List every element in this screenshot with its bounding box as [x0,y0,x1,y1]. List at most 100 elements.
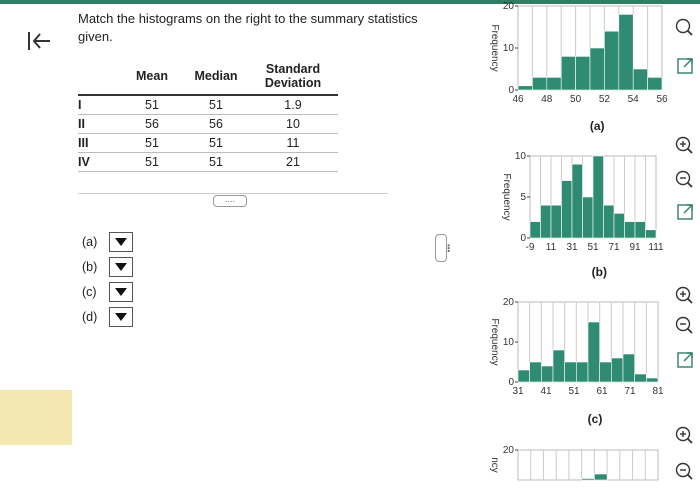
answer-label: (b) [82,260,98,274]
zoom-icon[interactable] [675,18,693,36]
x-tick-label: 71 [608,242,620,253]
y-tick-label: 0 [508,85,514,96]
x-tick-label: 81 [652,386,664,397]
answer-dropdown-b[interactable] [109,257,133,277]
cell-mean: 51 [120,152,184,172]
x-tick-label: 61 [596,386,608,397]
histogram-bar [561,180,573,239]
x-tick-label: 51 [568,386,580,397]
x-tick-label: 54 [628,94,640,105]
cell-median: 51 [184,152,248,172]
table-row: IV 51 51 21 [78,152,338,172]
back-arrow-icon[interactable] [26,28,52,54]
histogram-bar [624,221,636,239]
y-tick-label: 0 [508,377,514,388]
y-axis-label: Frequency [489,318,500,365]
histogram-bar [529,361,542,383]
y-axis-label: Frequency [501,173,512,220]
row-label: IV [78,152,120,172]
table-header-row: Mean Median Standard Deviation [78,58,338,96]
open-external-icon[interactable] [677,352,693,368]
x-tick-label: 50 [570,94,582,105]
x-tick-label: 52 [599,94,611,105]
table-row: II 56 56 10 [78,114,338,134]
row-label: I [78,95,120,115]
histogram-bar [645,229,657,239]
subplot-caption: (c) [588,412,603,426]
zoom-in-icon[interactable] [675,426,693,444]
open-external-icon[interactable] [677,58,693,74]
answer-dropdown-d[interactable] [109,307,133,327]
table-row: I 51 51 1.9 [78,95,338,115]
histogram-bar [582,196,594,239]
histogram-bar [529,221,541,239]
y-tick-label: 10 [503,43,515,54]
histogram-bar [541,365,554,383]
zoom-out-icon[interactable] [675,462,693,480]
answer-label: (d) [82,310,98,324]
pane-resize-handle[interactable]: ••• [435,234,453,262]
cell-sd: 11 [248,133,338,153]
zoom-out-icon[interactable] [675,316,693,334]
question-prompt: Match the histograms on the right to the… [78,11,418,44]
subplot-caption: (a) [590,119,605,133]
header-median: Median [184,58,248,96]
x-tick-label: 51 [587,242,599,253]
more-button[interactable]: .... [213,195,247,207]
x-tick-label: 31 [566,242,578,253]
histogram-bar [550,204,562,239]
histogram-bar [576,361,589,383]
answer-row-b: (b) [82,257,133,277]
histogram-bar [634,373,647,383]
histogram-bar [560,56,576,91]
y-tick-label: 10 [515,151,527,162]
subplot-caption: (b) [592,265,607,279]
histogram-bar [581,478,595,481]
open-external-icon[interactable] [677,204,693,220]
header-mean: Mean [120,58,184,96]
cell-mean: 51 [120,95,184,115]
row-label: II [78,114,120,134]
histogram-bar [594,473,608,481]
answer-label: (a) [82,235,98,249]
y-tick-label: 20 [503,445,515,456]
histogram-bar [647,77,663,91]
histogram-bar [532,77,548,91]
answer-dropdown-a[interactable] [109,232,133,252]
histogram-bar [575,56,591,91]
histogram-bar [618,14,634,91]
cell-median: 51 [184,133,248,153]
cell-median: 56 [184,114,248,134]
x-tick-label: 11 [546,242,557,253]
zoom-out-icon[interactable] [675,170,693,188]
y-tick-label: 5 [520,192,526,203]
x-tick-label: 31 [512,386,524,397]
answer-row-a: (a) [82,232,133,252]
cell-median: 51 [184,95,248,115]
histogram-bar [517,369,530,383]
answer-dropdown-c[interactable] [109,282,133,302]
histogram-bar [604,30,620,91]
y-tick-label: 0 [520,233,526,244]
x-tick-label: 91 [629,242,641,253]
x-tick-label: 48 [541,94,553,105]
histogram-bar [571,163,583,239]
x-tick-label: 56 [656,94,668,105]
zoom-in-icon[interactable] [675,136,693,154]
x-tick-label: 46 [512,94,524,105]
histogram-bar [587,321,600,383]
histogram-bar [622,353,635,383]
zoom-in-icon[interactable] [675,286,693,304]
answer-row-c: (c) [82,282,133,302]
header-sd: Standard Deviation [248,58,338,96]
y-tick-label: 20 [503,1,515,12]
header-blank [78,58,120,96]
histogram-bar [517,85,533,91]
histogram-bar [592,155,604,239]
histogram-bar [546,77,562,91]
summary-stats-table: Mean Median Standard Deviation I 51 51 1… [78,58,338,172]
section-divider [78,193,388,194]
cell-sd: 21 [248,152,338,172]
top-accent-bar [0,0,700,4]
